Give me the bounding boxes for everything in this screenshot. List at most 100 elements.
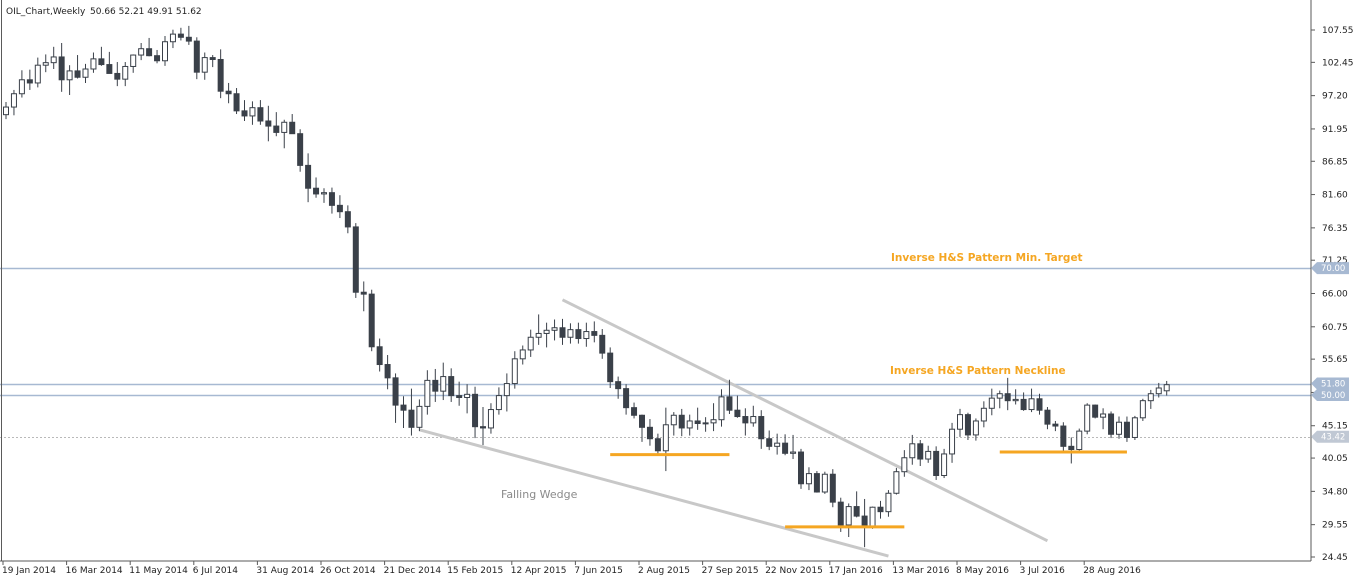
candle [559, 318, 566, 345]
candle-body-bull [1028, 398, 1035, 411]
chart-symbol-title: OIL_Chart,Weekly [6, 7, 86, 17]
candle-body-bear [782, 442, 789, 454]
candle [480, 407, 486, 446]
candle [694, 407, 701, 430]
candle [901, 450, 908, 477]
candle-body-bull [169, 33, 176, 43]
candle [543, 322, 550, 348]
candle-body-bear [1123, 421, 1130, 438]
candle-body-bear [639, 414, 645, 428]
candle-body-bull [535, 332, 542, 338]
candle-body-bear [726, 396, 733, 411]
candle [424, 370, 431, 415]
candle [1108, 411, 1115, 439]
candle-body-bear [678, 414, 685, 429]
candle-body-bear [114, 72, 121, 80]
x-tick-label: 16 Mar 2014 [66, 566, 123, 576]
candle [607, 347, 614, 388]
candle-body-bull [162, 41, 168, 62]
candle [241, 100, 248, 122]
candle-body-bull [249, 107, 256, 117]
candle [925, 445, 932, 463]
candle-body-bear [233, 93, 240, 112]
falling-wedge-layer [419, 298, 1049, 558]
candle-body-bear [313, 187, 320, 195]
candle-body-bull [702, 422, 709, 425]
candle-body-bear [829, 473, 836, 503]
candle [1004, 377, 1011, 411]
candle [42, 54, 49, 73]
candle [1147, 389, 1154, 409]
candle-body-bear [146, 48, 153, 57]
candle [813, 471, 820, 493]
x-axis-ticks: 19 Jan 2014 16 Mar 2014 11 May 2014 6 Jul 2… [2, 561, 1141, 576]
x-tick-label: 31 Aug 2014 [256, 566, 314, 576]
candle [654, 433, 661, 456]
candle-body-bear [917, 443, 924, 460]
candle [877, 500, 884, 519]
candle [710, 403, 717, 432]
x-tick-label: 3 Jul 2016 [1020, 566, 1065, 576]
candle-body-bear [98, 58, 105, 66]
candle-body-bull [416, 405, 423, 428]
candle [58, 43, 65, 92]
candle-body-bear [217, 58, 224, 92]
x-tick-label: 8 May 2016 [956, 566, 1009, 576]
candle [519, 345, 526, 365]
candle [66, 65, 73, 96]
candle-body-bull [1084, 404, 1091, 432]
support-lines-layer [610, 450, 1127, 529]
candle-body-bull [511, 358, 518, 385]
candle [448, 368, 455, 402]
y-tick-label: 60.75 [1322, 323, 1348, 333]
candle [193, 37, 200, 80]
candle [464, 384, 471, 414]
candle-body-bull [750, 416, 757, 424]
candle-body-bull [3, 106, 9, 116]
candle-body-bear [58, 56, 65, 81]
candle-body-bear [654, 438, 661, 452]
candle-body-bear [376, 346, 383, 366]
candle-body-bull [909, 443, 916, 459]
candle-body-bear [384, 364, 391, 379]
candle-body-bull [138, 48, 145, 56]
candle-body-bear [392, 377, 399, 406]
candle [662, 407, 669, 472]
candle-body-bear [185, 36, 192, 42]
candle [249, 101, 256, 125]
candle-body-bull [503, 383, 510, 397]
candle-body-bear [742, 416, 749, 424]
y-tick-label: 97.20 [1322, 92, 1348, 102]
candle [1052, 420, 1059, 432]
candle-body-bear [1068, 445, 1075, 451]
candle [114, 62, 121, 87]
candle [18, 70, 25, 98]
x-tick-label: 26 Oct 2014 [320, 566, 376, 576]
level-lines-layer [0, 267, 1311, 438]
candle [623, 384, 630, 415]
candle [384, 355, 391, 390]
candle [1123, 416, 1130, 442]
candle [909, 434, 916, 465]
y-tick-label: 40.05 [1322, 454, 1348, 464]
candle-body-bull [1076, 430, 1083, 451]
candle-body-bear [1060, 425, 1067, 447]
candle [996, 390, 1003, 409]
candle [734, 395, 741, 418]
candle-body-bear [734, 409, 741, 418]
x-tick-label: 28 Aug 2016 [1083, 566, 1141, 576]
candle [90, 52, 97, 73]
candle-body-bear [74, 70, 81, 78]
candle-body-bull [424, 379, 431, 407]
candle-body-bear [297, 133, 304, 166]
candle-body-bear [607, 352, 614, 383]
y-tick-label: 102.45 [1322, 58, 1354, 68]
candle-body-bull [487, 409, 494, 429]
candle-body-bull [440, 376, 447, 392]
candle [1036, 393, 1043, 415]
candle-body-bull [885, 492, 892, 513]
candle [726, 379, 733, 414]
candle [805, 467, 812, 491]
candle [3, 101, 9, 120]
candle [591, 321, 598, 343]
